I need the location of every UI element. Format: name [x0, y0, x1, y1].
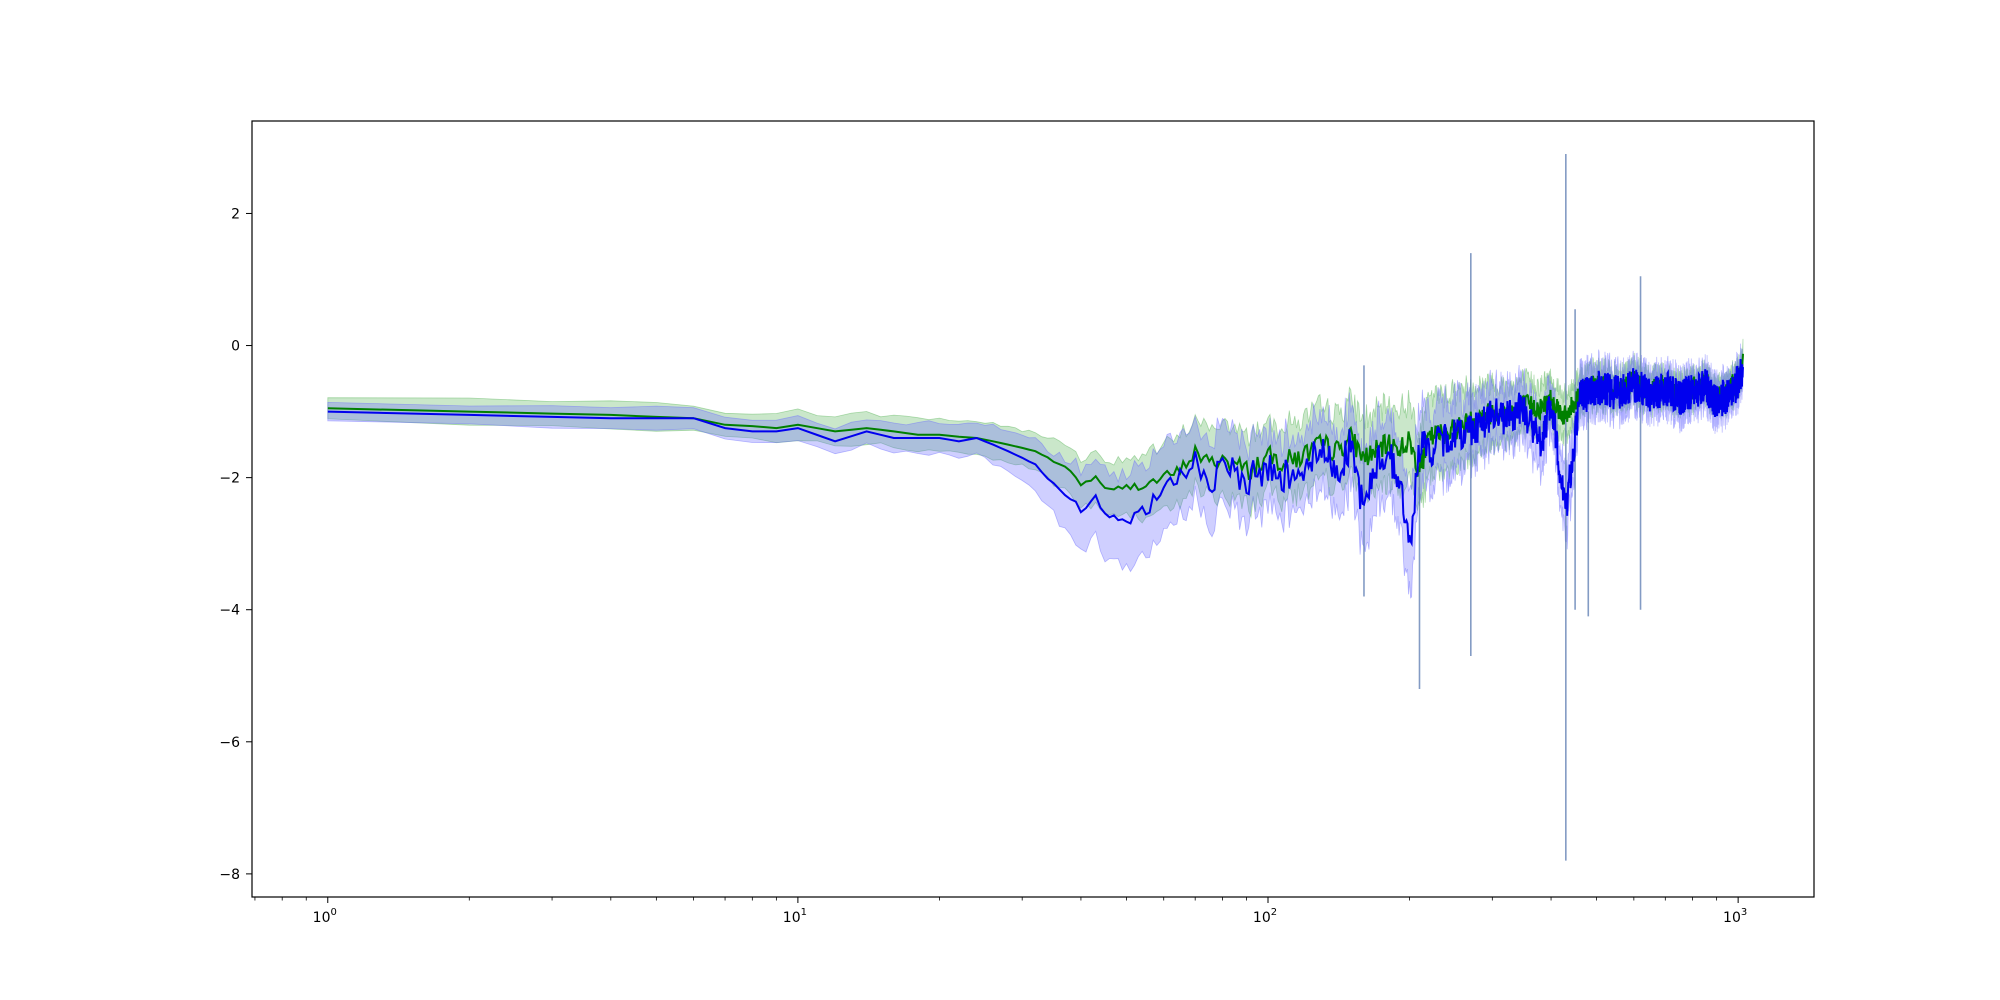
y-tick-label: −2 — [219, 471, 240, 487]
y-tick-label: −4 — [219, 603, 240, 619]
y-tick-label: −8 — [219, 867, 240, 883]
y-tick-label: 2 — [231, 206, 240, 222]
plot-area-background — [252, 121, 1814, 897]
y-tick-label: 0 — [231, 339, 240, 355]
y-tick-label: −6 — [219, 735, 240, 751]
series-blue-line — [327, 358, 1744, 547]
plot-layer — [327, 154, 1744, 861]
plot-frame — [251, 120, 1815, 898]
